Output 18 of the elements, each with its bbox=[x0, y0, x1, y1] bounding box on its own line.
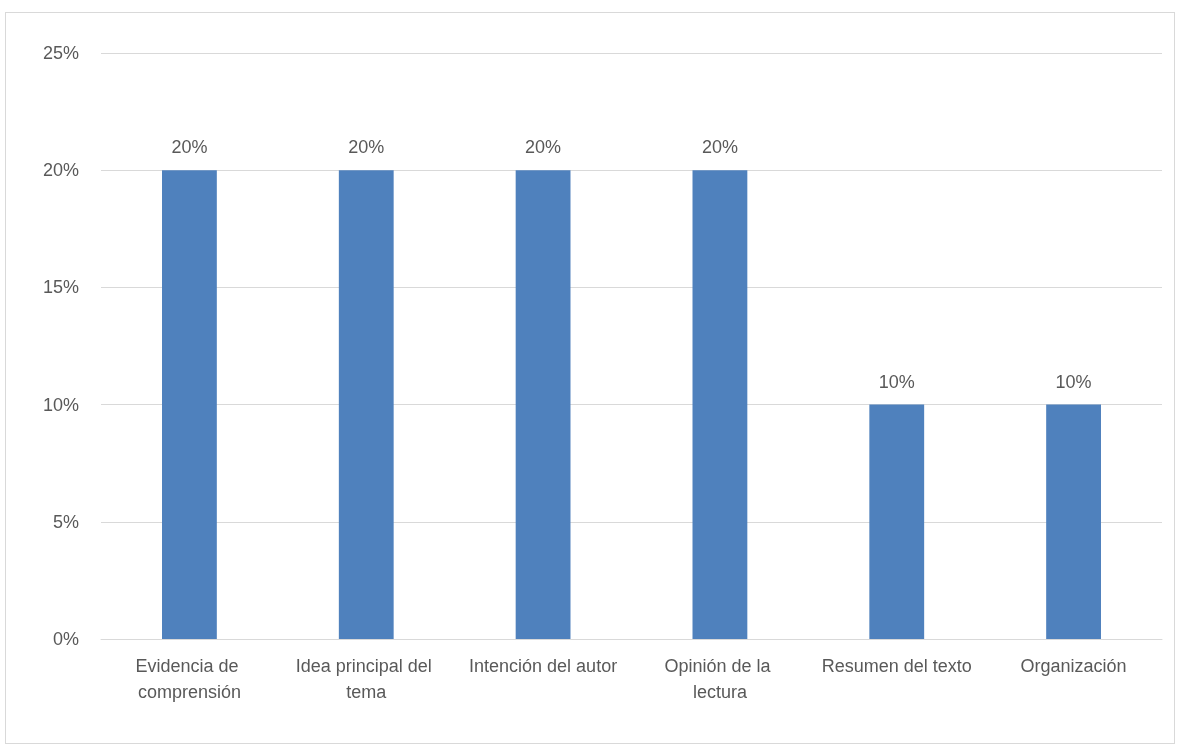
x-tick-label: Organización bbox=[1020, 656, 1127, 676]
x-tick-label: Evidencia de comprensión bbox=[135, 656, 244, 702]
y-tick-label: 0% bbox=[52, 629, 79, 649]
data-label: 20% bbox=[171, 137, 208, 158]
data-label: 20% bbox=[525, 137, 562, 158]
x-tick-label: Intención del autor bbox=[469, 656, 618, 676]
x-tick-label: Opinión de la lectura bbox=[664, 656, 776, 702]
y-tick-label: 5% bbox=[52, 511, 79, 532]
data-label: 10% bbox=[878, 371, 915, 392]
y-tick-label: 10% bbox=[42, 394, 79, 415]
y-tick-label: 15% bbox=[42, 277, 79, 298]
x-tick-label: Idea principal del tema bbox=[295, 656, 437, 702]
y-tick-label: 20% bbox=[42, 160, 79, 181]
y-tick-label: 25% bbox=[42, 43, 79, 63]
data-label: 10% bbox=[1055, 371, 1092, 392]
x-tick-label: Resumen del texto bbox=[821, 656, 972, 676]
data-label: 20% bbox=[348, 137, 385, 158]
data-label: 20% bbox=[701, 137, 738, 158]
